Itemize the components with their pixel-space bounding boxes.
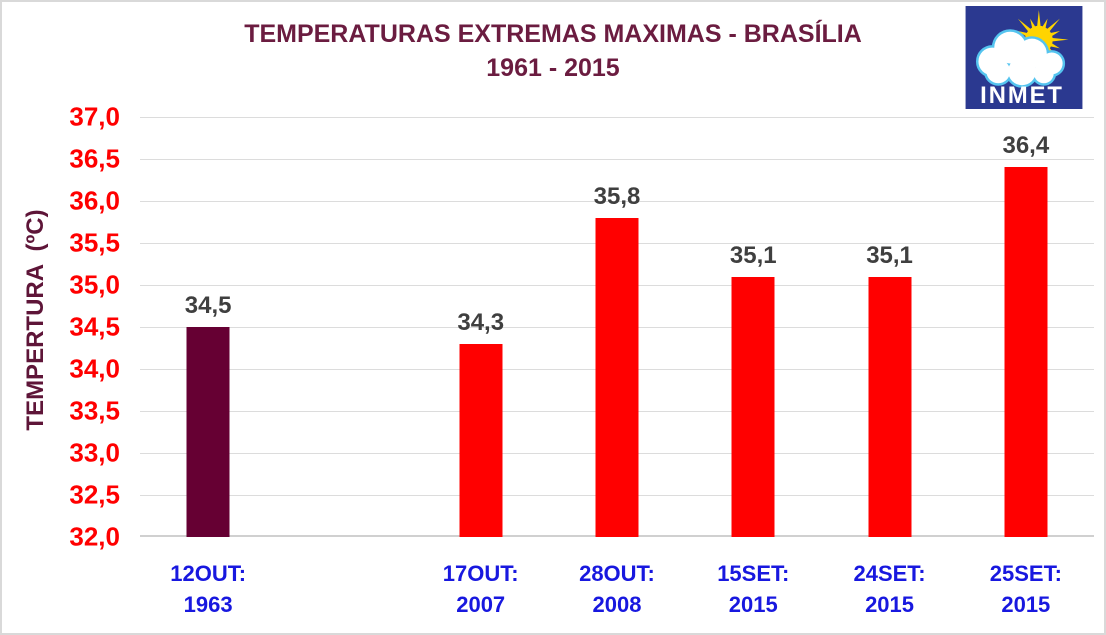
bar: [1004, 167, 1048, 537]
bar-slot: 35,1: [685, 117, 821, 537]
bar-value-label: 35,8: [593, 182, 641, 210]
bar-slot: [276, 117, 412, 537]
x-category-label-line2: 2007: [456, 592, 506, 617]
bar-slots: 34,5 34,3 35,8 35,1 35,1 36,4: [140, 117, 1094, 537]
x-category-label-line1: 28OUT:: [579, 561, 655, 586]
logo-text: INMET: [980, 82, 1064, 109]
bar: [459, 343, 503, 537]
x-axis-labels: 12OUT: 1963 17OUT: 2007 28OUT: 2008 15SET: 2015…: [140, 558, 1094, 628]
bar-slot: 34,3: [413, 117, 549, 537]
y-tick-label: 34,5: [69, 311, 120, 342]
x-category-label-line2: 2015: [1001, 592, 1051, 617]
bar: [186, 327, 230, 537]
x-category-label-line2: 2015: [728, 592, 778, 617]
x-category-slot: 17OUT: 2007: [413, 558, 549, 628]
y-tick-label: 36,0: [69, 185, 120, 216]
cloud-icon: [975, 29, 1066, 88]
x-category-slot: 12OUT: 1963: [140, 558, 276, 628]
y-tick-label: 35,5: [69, 227, 120, 258]
bar-value-label: 35,1: [866, 241, 913, 269]
x-category-label-line1: 24SET:: [853, 561, 926, 586]
bar: [595, 217, 639, 537]
y-tick-label: 33,5: [69, 395, 120, 426]
bar: [868, 276, 912, 537]
y-tick-label: 36,5: [69, 143, 120, 174]
bar-value-label: 36,4: [1002, 132, 1050, 160]
y-tick-label: 35,0: [69, 269, 120, 300]
chart-title: TEMPERATURAS EXTREMAS MAXIMAS - BRASÍLIA: [244, 20, 862, 48]
x-category-slot: [276, 558, 412, 628]
bar-value-label: 35,1: [729, 241, 777, 269]
y-tick-label: 33,0: [69, 437, 120, 468]
x-category-label-line1: 25SET:: [989, 561, 1062, 586]
x-category-label-line2: 2008: [592, 592, 642, 617]
x-category-label-line1: 15SET:: [717, 561, 790, 586]
bar: [731, 276, 775, 537]
x-category-label-line1: 12OUT:: [170, 561, 247, 586]
gridline: [140, 117, 1094, 118]
bar-value-label: 34,3: [457, 308, 505, 336]
plot-area: 34,5 34,3 35,8 35,1 35,1 36,4: [140, 117, 1094, 537]
x-category-slot: 28OUT: 2008: [549, 558, 685, 628]
bar-slot: 34,5: [140, 117, 276, 537]
x-category-label-line2: 1963: [183, 592, 233, 617]
gridline: [140, 159, 1094, 160]
bar-value-label: 34,5: [184, 292, 232, 319]
y-tick-label: 37,0: [69, 101, 120, 132]
bar-slot: 35,8: [549, 117, 685, 537]
x-category-label-line2: 2015: [865, 592, 915, 617]
bar-slot: 36,4: [958, 117, 1094, 537]
y-axis-ticks: 37,0 36,5 36,0 35,5 35,0 34,5 34,0 33,5 33,0 32,5…: [2, 102, 120, 552]
y-tick-label: 32,0: [69, 521, 120, 552]
x-category-slot: 24SET: 2015: [821, 558, 957, 628]
x-category-label-line1: 17OUT:: [442, 561, 519, 586]
inmet-logo: INMET: [965, 6, 1083, 109]
x-category-slot: 15SET: 2015: [685, 558, 821, 628]
bar-slot: 35,1: [821, 117, 957, 537]
x-category-slot: 25SET: 2015: [958, 558, 1094, 628]
y-tick-label: 34,0: [69, 353, 120, 384]
chart-subtitle: 1961 - 2015: [486, 54, 620, 82]
y-tick-label: 32,5: [69, 479, 120, 510]
gridline: [140, 201, 1094, 202]
